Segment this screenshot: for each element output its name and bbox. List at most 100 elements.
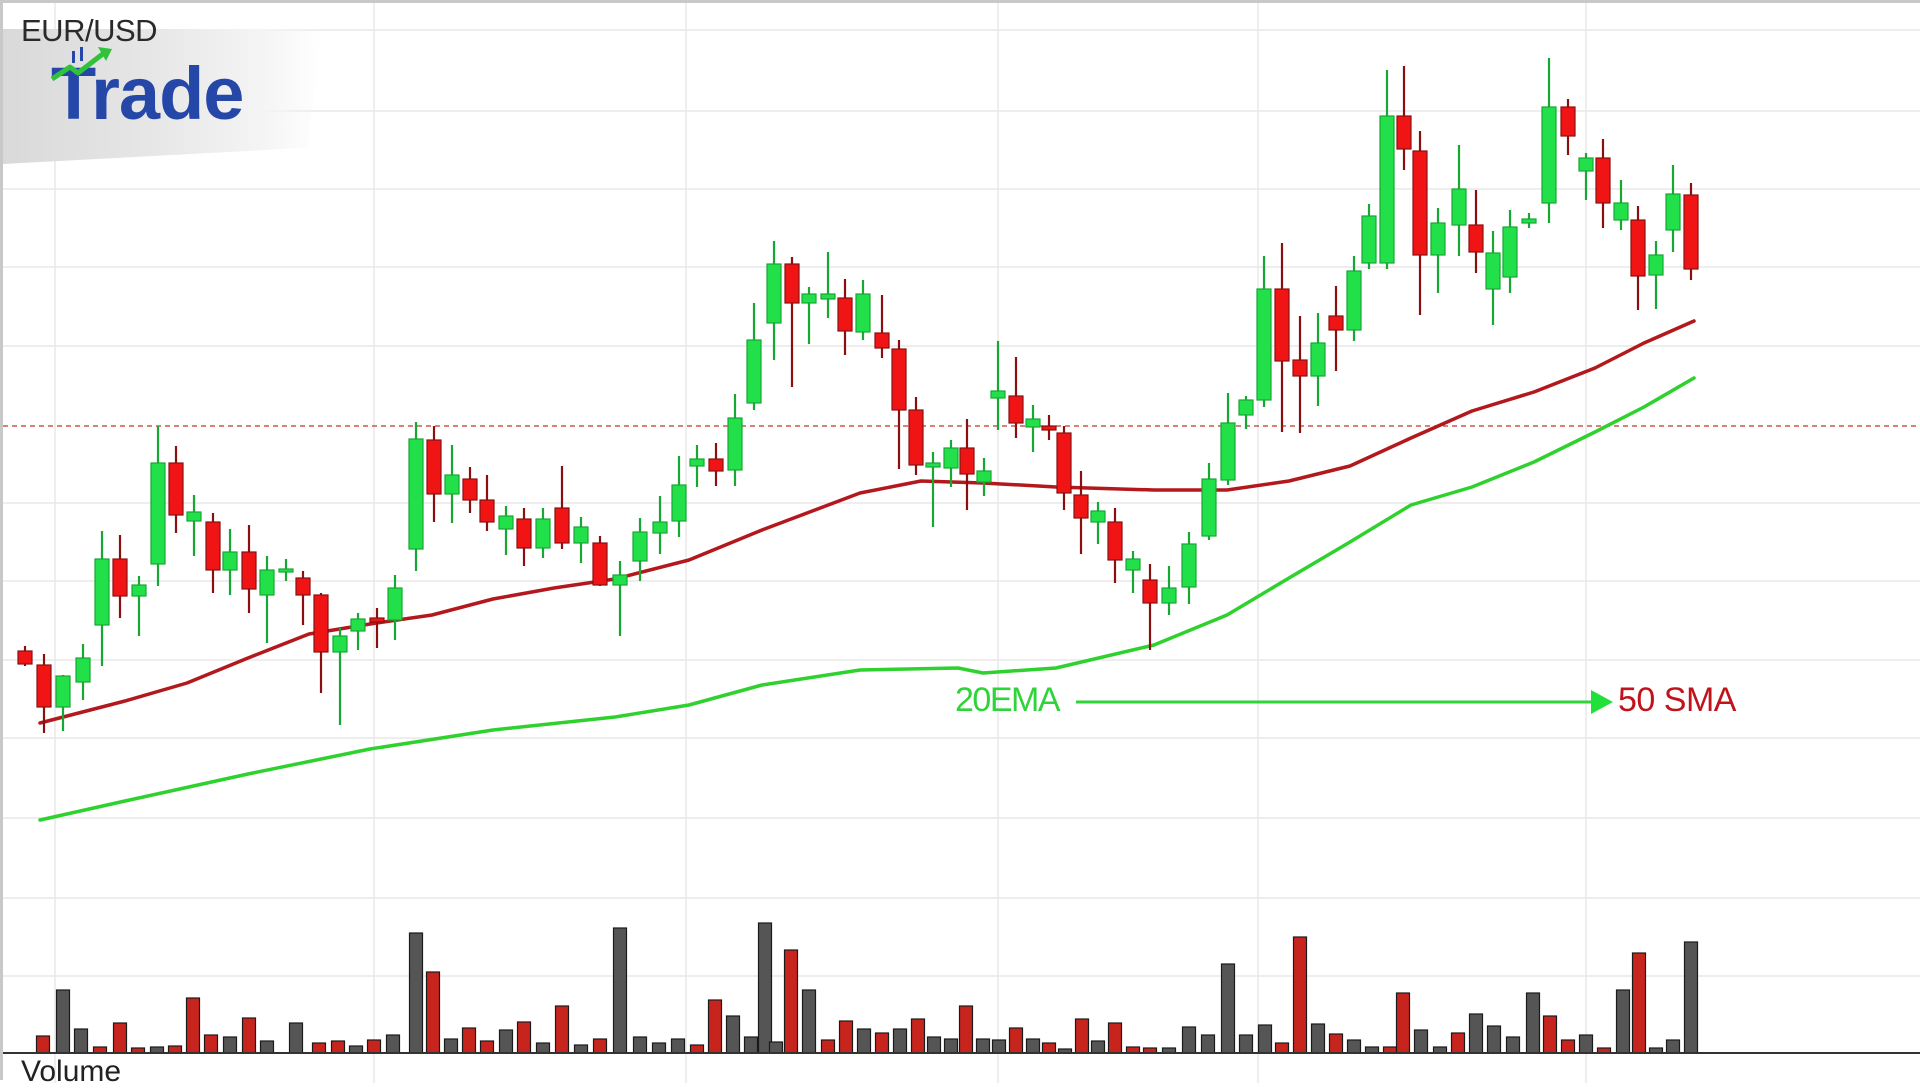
bearish-candle[interactable]: [1560, 99, 1576, 155]
bullish-candle[interactable]: [1430, 208, 1446, 293]
bearish-candle[interactable]: [959, 419, 975, 510]
bullish-candle[interactable]: [1025, 405, 1041, 452]
bullish-candle[interactable]: [1379, 70, 1395, 269]
bearish-candle[interactable]: [837, 279, 853, 355]
bullish-candle[interactable]: [350, 613, 366, 650]
bullish-candle[interactable]: [1220, 393, 1236, 485]
bullish-candle[interactable]: [1502, 210, 1518, 293]
bullish-candle[interactable]: [186, 495, 202, 556]
bullish-candle[interactable]: [498, 506, 514, 555]
bullish-candle[interactable]: [1201, 463, 1217, 540]
bullish-candle[interactable]: [1665, 165, 1681, 252]
bearish-candle[interactable]: [1396, 66, 1412, 170]
bearish-candle[interactable]: [1630, 206, 1646, 310]
bullish-candle[interactable]: [94, 531, 110, 666]
bullish-candle[interactable]: [1485, 231, 1501, 325]
bearish-candle[interactable]: [1328, 286, 1344, 371]
bullish-candle[interactable]: [444, 445, 460, 523]
bullish-candle[interactable]: [573, 517, 589, 563]
bearish-candle[interactable]: [1274, 243, 1290, 432]
candlestick-chart[interactable]: [3, 3, 1920, 1083]
bullish-candle[interactable]: [1361, 204, 1377, 269]
bullish-candle[interactable]: [75, 644, 91, 700]
bearish-candle[interactable]: [36, 654, 52, 733]
bearish-candle[interactable]: [17, 646, 33, 666]
bearish-candle[interactable]: [241, 525, 257, 613]
bearish-candle[interactable]: [554, 466, 570, 549]
bullish-candle[interactable]: [612, 561, 628, 636]
volume-bar: [385, 1034, 401, 1054]
bullish-candle[interactable]: [990, 341, 1006, 430]
bullish-candle[interactable]: [1578, 153, 1594, 200]
bullish-candle[interactable]: [222, 529, 238, 595]
volume-bar: [689, 1044, 705, 1054]
bearish-candle[interactable]: [462, 467, 478, 513]
bullish-candle[interactable]: [689, 445, 705, 487]
bullish-candle[interactable]: [332, 628, 348, 725]
bullish-candle[interactable]: [1161, 566, 1177, 615]
bearish-candle[interactable]: [295, 571, 311, 625]
bullish-candle[interactable]: [746, 303, 762, 410]
bullish-candle[interactable]: [278, 559, 294, 581]
bearish-candle[interactable]: [1468, 190, 1484, 273]
bearish-candle[interactable]: [1412, 131, 1428, 315]
bullish-candle[interactable]: [976, 458, 992, 496]
bearish-candle[interactable]: [426, 426, 442, 522]
bearish-candle[interactable]: [1142, 564, 1158, 650]
bullish-candle[interactable]: [766, 241, 782, 360]
bearish-candle[interactable]: [891, 340, 907, 469]
bullish-candle[interactable]: [387, 575, 403, 640]
bullish-candle[interactable]: [943, 440, 959, 487]
volume-bar: [73, 1028, 89, 1054]
bearish-candle[interactable]: [112, 535, 128, 618]
bullish-candle[interactable]: [1238, 396, 1254, 429]
bullish-candle[interactable]: [727, 394, 743, 486]
bearish-candle[interactable]: [592, 536, 608, 586]
bullish-candle[interactable]: [131, 576, 147, 636]
volume-bar: [1274, 1042, 1290, 1054]
bearish-candle[interactable]: [205, 513, 221, 593]
bullish-candle[interactable]: [1346, 256, 1362, 341]
bearish-candle[interactable]: [168, 446, 184, 533]
bullish-candle[interactable]: [1090, 502, 1106, 544]
bullish-candle[interactable]: [671, 456, 687, 537]
bullish-candle[interactable]: [535, 508, 551, 558]
bullish-candle[interactable]: [1181, 532, 1197, 604]
bullish-candle[interactable]: [1256, 256, 1272, 407]
bullish-candle[interactable]: [1521, 213, 1537, 228]
bearish-candle[interactable]: [1008, 357, 1024, 438]
bullish-candle[interactable]: [259, 556, 275, 643]
bearish-candle[interactable]: [1107, 508, 1123, 583]
bearish-candle[interactable]: [908, 397, 924, 475]
bearish-candle[interactable]: [479, 475, 495, 531]
bullish-candle[interactable]: [925, 452, 941, 527]
bullish-candle[interactable]: [1125, 551, 1141, 593]
bullish-candle[interactable]: [1541, 58, 1557, 223]
bullish-candle[interactable]: [632, 518, 648, 581]
bearish-candle[interactable]: [1683, 183, 1699, 280]
bullish-candle[interactable]: [652, 496, 668, 554]
bullish-candle[interactable]: [820, 252, 836, 318]
bullish-candle[interactable]: [855, 280, 871, 340]
bearish-candle[interactable]: [1292, 316, 1308, 433]
bullish-candle[interactable]: [1648, 241, 1664, 309]
bearish-candle[interactable]: [784, 257, 800, 387]
bullish-candle[interactable]: [150, 426, 166, 586]
bearish-candle[interactable]: [1056, 426, 1072, 510]
bullish-candle[interactable]: [55, 675, 71, 731]
bearish-candle[interactable]: [516, 508, 532, 566]
bearish-candle[interactable]: [313, 593, 329, 693]
bullish-candle[interactable]: [1613, 180, 1629, 230]
bearish-candle[interactable]: [1041, 415, 1057, 440]
bearish-candle[interactable]: [1595, 139, 1611, 228]
bullish-candle[interactable]: [801, 287, 817, 344]
volume-bar: [55, 989, 71, 1054]
bullish-candle[interactable]: [1310, 313, 1326, 406]
bullish-candle[interactable]: [1451, 145, 1467, 256]
bearish-candle[interactable]: [1073, 471, 1089, 554]
volume-bar: [1578, 1034, 1594, 1054]
bearish-candle[interactable]: [369, 608, 385, 648]
bearish-candle[interactable]: [708, 443, 724, 486]
bearish-candle[interactable]: [874, 295, 890, 358]
bullish-candle[interactable]: [408, 422, 424, 571]
